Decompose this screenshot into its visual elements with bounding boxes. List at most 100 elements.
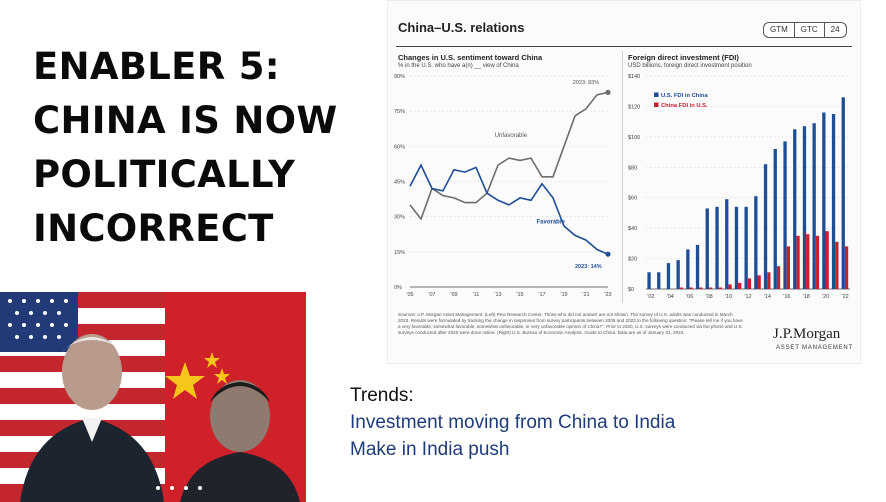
china-flag-star	[165, 362, 205, 399]
us-fdi-bar	[783, 141, 787, 289]
china-fdi-bar	[699, 287, 703, 289]
trends-block: Trends: Investment moving from China to …	[350, 382, 675, 463]
fdi-y-tick-label: $80	[628, 165, 637, 171]
china-fdi-bar	[844, 246, 849, 289]
sentiment-x-tick-label: '17	[538, 292, 545, 298]
china-fdi-bar	[728, 284, 732, 289]
xi-silhouette	[180, 380, 300, 502]
fdi-x-tick-label: '12	[744, 294, 751, 300]
sentiment-endpoint-unfavorable	[605, 89, 611, 96]
china-fdi-bar	[689, 287, 693, 289]
sentiment-y-tick-label: 75%	[394, 109, 405, 115]
us-fdi-bar	[773, 149, 777, 289]
us-fdi-bar	[744, 206, 748, 289]
trend-item-2: Make in India push	[350, 439, 510, 460]
china-us-relations-panel: China–U.S. relations GTM GTC 24 Changes …	[387, 0, 861, 364]
china-fdi-bar	[757, 275, 761, 289]
us-fdi-bar	[686, 249, 690, 289]
china-fdi-bar	[776, 266, 781, 289]
us-fdi-bar	[647, 272, 651, 289]
fdi-y-tick-label: $140	[628, 74, 640, 80]
favorable-2023-annotation: 2023: 14%	[575, 264, 602, 270]
guide-badges: GTM GTC 24	[763, 22, 847, 38]
unfavorable-series-label: Unfavorable	[495, 133, 528, 139]
sentiment-x-tick-label: '09	[450, 292, 457, 298]
fdi-y-tick-label: $100	[628, 135, 640, 141]
us-fdi-bar	[725, 199, 729, 289]
fdi-x-tick-label: '14	[764, 294, 771, 300]
fdi-y-tick-label: $60	[628, 196, 637, 202]
jpmorgan-logo-sub: ASSET MANAGEMENT	[776, 345, 854, 351]
sentiment-x-tick-label: '07	[428, 292, 435, 298]
fdi-y-tick-label: $0	[628, 287, 634, 293]
us-fdi-bar	[841, 97, 845, 289]
china-fdi-bar	[738, 282, 742, 289]
china-fdi-bar	[718, 287, 722, 289]
panel-title: China–U.S. relations	[398, 20, 525, 35]
headline-line-4: INCORRECT	[33, 207, 274, 250]
headline-line-1: ENABLER 5:	[33, 45, 280, 88]
china-fdi-bar	[825, 231, 829, 289]
leaders-photo	[0, 292, 306, 502]
sentiment-line-favorable	[409, 163, 609, 255]
sentiment-x-tick-label: '15	[516, 292, 523, 298]
china-fdi-bar	[815, 235, 820, 290]
trend-item-1: Investment moving from China to India	[350, 412, 676, 433]
headline: ENABLER 5: CHINA IS NOW POLITICALLY INCO…	[33, 40, 363, 256]
fdi-y-tick-label: $20	[628, 257, 637, 263]
us-fdi-bar	[802, 126, 807, 289]
us-fdi-bar	[812, 123, 816, 289]
china-fdi-bar	[796, 235, 800, 290]
fdi-x-tick-label: '08	[706, 294, 713, 300]
us-fdi-bar	[705, 208, 709, 289]
fdi-x-tick-label: '06	[686, 294, 693, 300]
chart-divider	[622, 51, 623, 303]
fdi-x-tick-label: '18	[803, 294, 810, 300]
sentiment-y-tick-label: 90%	[394, 74, 405, 80]
headline-line-3: POLITICALLY	[33, 153, 296, 196]
china-fdi-bar	[747, 278, 752, 289]
sentiment-x-tick-label: '19	[560, 292, 567, 298]
china-fdi-bar	[708, 287, 713, 289]
charts-canvas: 0% 15% 30% 45% 60% 75% 90% '05 '07 '09 '11 '13 '15 '1…	[394, 74, 850, 300]
fdi-x-tick-label: '20	[822, 294, 829, 300]
china-fdi-bar	[786, 246, 790, 289]
sentiment-y-tick-label: 0%	[394, 285, 402, 291]
us-fdi-bar	[676, 260, 680, 289]
sentiment-chart-title: Changes in U.S. sentiment toward China	[398, 53, 543, 62]
us-fdi-bar	[822, 112, 826, 289]
unfavorable-2023-annotation: 2023: 83%	[573, 80, 599, 86]
sentiment-chart-subtitle: % in the U.S. who have a(n) __ view of C…	[398, 63, 519, 69]
badge-page: 24	[824, 22, 847, 38]
sentiment-x-tick-label: '11	[473, 292, 480, 298]
badge-gtm: GTM	[763, 22, 795, 38]
fdi-legend-label-us: U.S. FDI in China	[661, 93, 708, 99]
fdi-x-tick-label: '04	[667, 294, 674, 300]
us-fdi-bar	[666, 263, 671, 289]
fdi-x-tick-label: '22	[842, 294, 849, 300]
sentiment-y-tick-label: 45%	[394, 180, 405, 186]
us-fdi-bar	[695, 244, 700, 289]
us-fdi-bar	[831, 114, 836, 289]
flags-illustration	[0, 292, 306, 502]
fdi-legend-swatch-china	[654, 102, 659, 107]
fdi-x-tick-label: '02	[647, 294, 654, 300]
china-fdi-bar	[679, 287, 684, 289]
jpmorgan-logo: J.P.Morgan	[773, 326, 841, 342]
sentiment-endpoint-favorable	[605, 251, 611, 257]
biden-silhouette	[20, 334, 164, 502]
china-fdi-bar	[806, 234, 810, 289]
fdi-x-tick-label: '16	[783, 294, 790, 300]
favorable-series-label: Favorable	[537, 220, 566, 226]
sentiment-x-tick-label: '23	[604, 292, 611, 298]
sentiment-x-tick-label: '21	[582, 292, 589, 298]
trends-label: Trends:	[350, 385, 414, 406]
headline-line-2: CHINA IS NOW	[33, 99, 338, 142]
source-note: Sources: J.P. Morgan Asset Management. (…	[398, 312, 743, 335]
sentiment-x-tick-label: '13	[494, 292, 501, 298]
us-fdi-bar	[763, 164, 768, 289]
sentiment-x-tick-label: '05	[406, 292, 413, 298]
us-fdi-bar	[754, 196, 758, 289]
fdi-x-tick-label: '10	[725, 294, 732, 300]
fdi-chart-subtitle: USD billions, foreign direct investment …	[628, 63, 752, 69]
